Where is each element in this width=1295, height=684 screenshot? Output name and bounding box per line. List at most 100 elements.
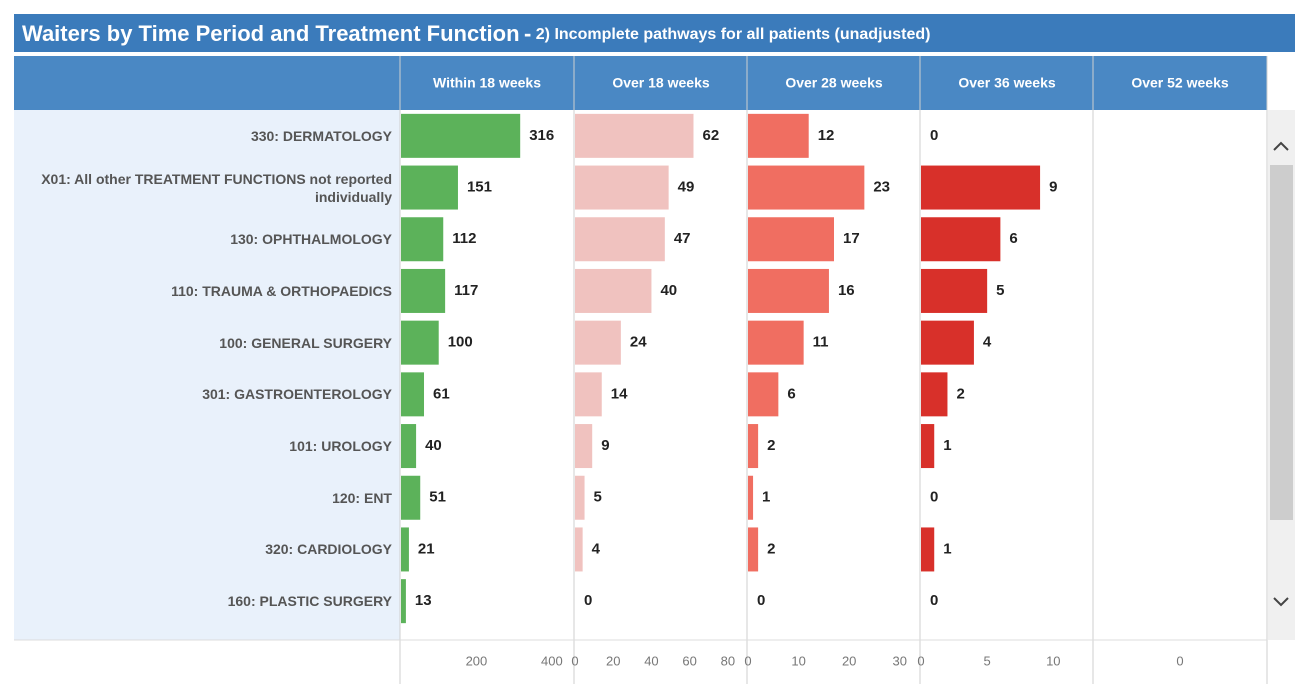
x-tick-label: 5 xyxy=(984,653,991,668)
x-tick-label: 0 xyxy=(744,653,751,668)
data-label: 0 xyxy=(757,592,765,609)
bar xyxy=(401,424,417,469)
category-label: 100: GENERAL SURGERY xyxy=(219,334,392,351)
category-label: 101: UROLOGY xyxy=(289,438,392,455)
x-tick-label: 400 xyxy=(541,653,563,668)
data-label: 316 xyxy=(529,127,554,144)
data-label: 9 xyxy=(601,437,609,454)
title-separator: - xyxy=(524,21,531,46)
scroll-down[interactable] xyxy=(1273,597,1289,607)
bar xyxy=(748,320,804,365)
x-tick-label: 20 xyxy=(842,653,856,668)
data-label: 0 xyxy=(584,592,592,609)
bar xyxy=(575,475,585,520)
x-tick-label: 200 xyxy=(466,653,488,668)
column-header: Over 28 weeks xyxy=(785,75,883,91)
bar xyxy=(575,424,593,469)
bar xyxy=(748,268,829,313)
data-label: 17 xyxy=(843,230,860,247)
data-label: 1 xyxy=(943,540,951,557)
data-label: 5 xyxy=(996,282,1004,299)
category-label: 330: DERMATOLOGY xyxy=(250,127,392,144)
bar xyxy=(748,113,809,158)
header-row xyxy=(14,56,1267,110)
bar xyxy=(401,320,439,365)
category-label: 301: GASTROENTEROLOGY xyxy=(202,386,392,403)
bar xyxy=(401,527,409,572)
bar xyxy=(575,268,652,313)
x-tick-label: 10 xyxy=(1046,653,1060,668)
bar xyxy=(921,217,1001,262)
data-label: 23 xyxy=(873,179,890,196)
data-label: 40 xyxy=(660,282,677,299)
label-column xyxy=(14,110,400,640)
category-label: 110: TRAUMA & ORTHOPAEDICS xyxy=(171,282,392,299)
bar xyxy=(575,165,669,210)
bar xyxy=(575,113,694,158)
data-label: 16 xyxy=(838,282,855,299)
data-label: 0 xyxy=(930,592,938,609)
bar xyxy=(401,475,421,520)
x-tick-label: 0 xyxy=(917,653,924,668)
category-label: 320: CARDIOLOGY xyxy=(265,541,392,558)
x-tick-label: 20 xyxy=(606,653,620,668)
data-label: 1 xyxy=(943,437,951,454)
bar xyxy=(401,579,406,624)
category-label: 120: ENT xyxy=(332,489,392,506)
title-text: Waiters by Time Period and Treatment Fun… xyxy=(22,21,520,46)
bar xyxy=(921,165,1041,210)
data-label: 11 xyxy=(813,334,829,351)
data-label: 5 xyxy=(594,489,602,506)
category-label: X01: All other TREATMENT FUNCTIONS not r… xyxy=(41,170,392,205)
category-label: 160: PLASTIC SURGERY xyxy=(227,593,392,610)
bar xyxy=(748,424,759,469)
data-label: 9 xyxy=(1049,179,1057,196)
bar xyxy=(575,217,665,262)
data-label: 117 xyxy=(454,282,478,299)
column-header: Within 18 weeks xyxy=(433,75,541,91)
bar xyxy=(401,165,458,210)
data-label: 12 xyxy=(818,127,835,144)
data-label: 13 xyxy=(415,592,432,609)
x-tick-label: 0 xyxy=(571,653,578,668)
data-label: 0 xyxy=(930,127,938,144)
data-label: 40 xyxy=(425,437,442,454)
column-header: Over 36 weeks xyxy=(958,75,1056,91)
bar xyxy=(401,113,521,158)
x-tick-label: 30 xyxy=(893,653,907,668)
subtitle: 2) Incomplete pathways for all patients … xyxy=(536,26,931,43)
data-label: 47 xyxy=(674,230,691,247)
data-label: 1 xyxy=(762,489,770,506)
x-tick-label: 40 xyxy=(644,653,658,668)
data-label: 0 xyxy=(930,489,938,506)
bar xyxy=(921,424,935,469)
data-label: 4 xyxy=(592,540,601,557)
title-bar xyxy=(14,14,1295,52)
data-label: 151 xyxy=(467,179,492,196)
bar xyxy=(401,372,425,417)
x-tick-label: 80 xyxy=(721,653,735,668)
scroll-up[interactable] xyxy=(1273,141,1289,151)
bar xyxy=(401,217,444,262)
bar xyxy=(575,320,621,365)
x-tick-label: 0 xyxy=(1176,653,1183,668)
bar xyxy=(748,527,759,572)
data-label: 2 xyxy=(767,540,775,557)
data-label: 6 xyxy=(787,385,795,402)
bar xyxy=(921,268,988,313)
category-label: 130: OPHTHALMOLOGY xyxy=(230,231,392,248)
bar xyxy=(401,268,446,313)
title: Waiters by Time Period and Treatment Fun… xyxy=(22,21,931,46)
bar xyxy=(575,527,583,572)
bar xyxy=(748,165,865,210)
data-label: 2 xyxy=(956,385,964,402)
data-label: 100 xyxy=(448,334,473,351)
scrollbar-thumb[interactable] xyxy=(1270,165,1293,520)
data-label: 2 xyxy=(767,437,775,454)
data-label: 112 xyxy=(452,230,476,247)
data-label: 61 xyxy=(433,385,450,402)
bar xyxy=(921,527,935,572)
bar xyxy=(921,320,974,365)
